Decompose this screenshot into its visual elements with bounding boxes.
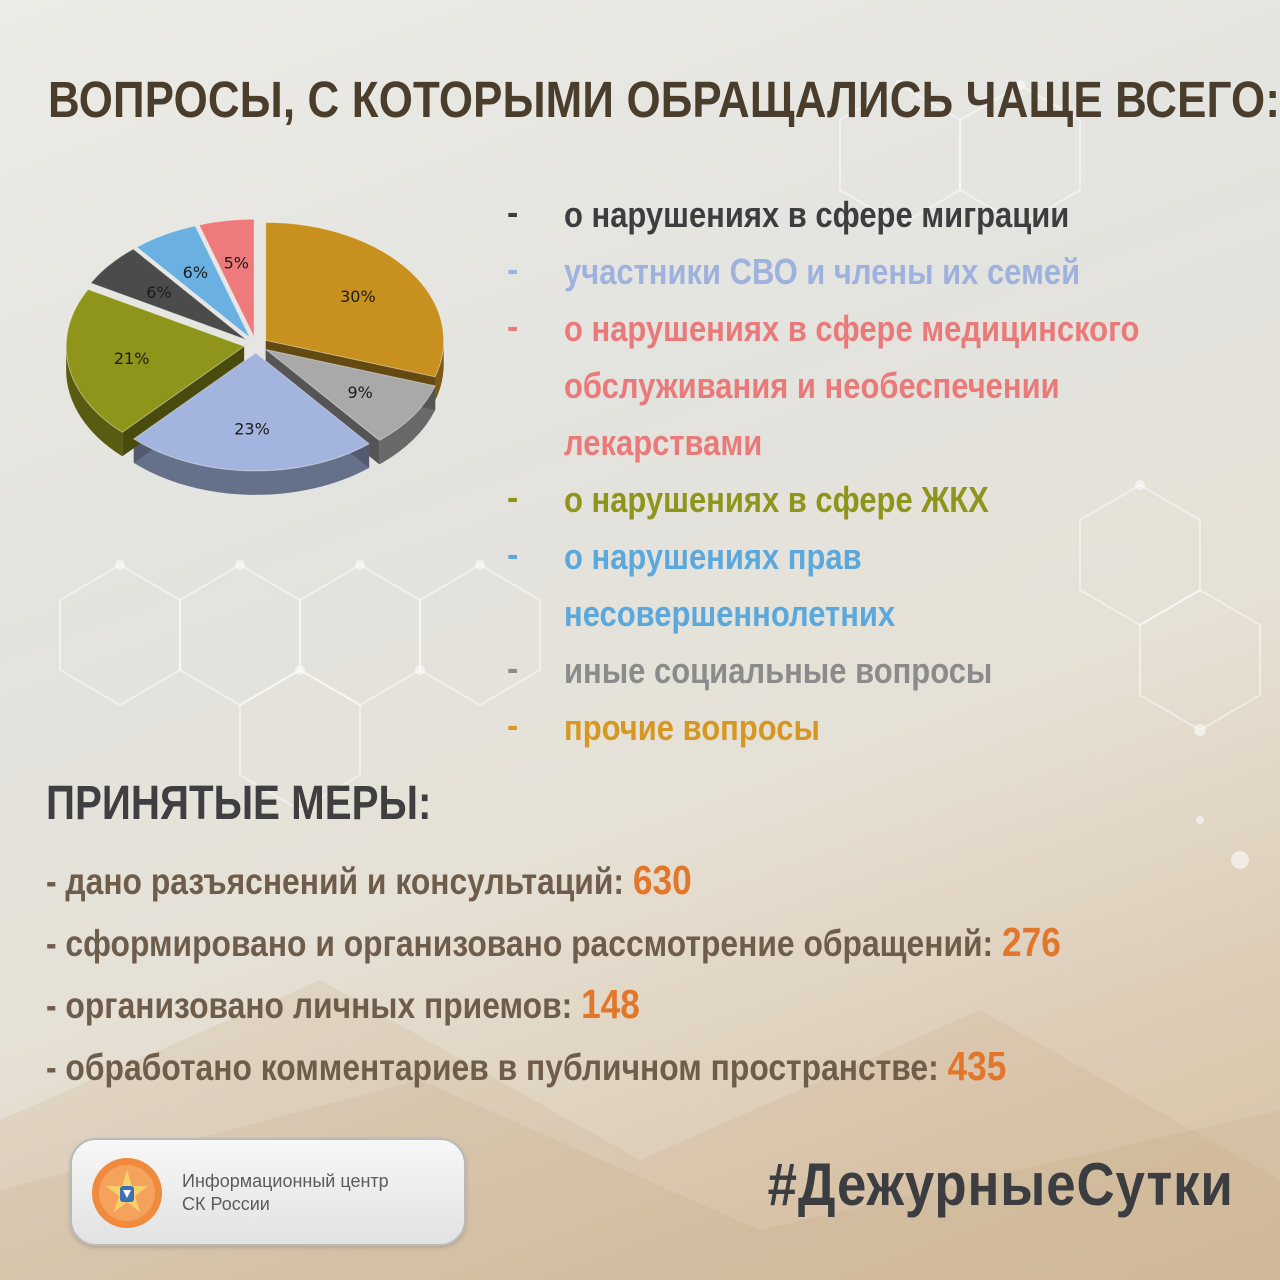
pie-slice — [135, 225, 251, 339]
measure-value: 148 — [581, 981, 640, 1027]
legend-dash: - — [507, 479, 519, 517]
badge-line-2: СК России — [182, 1194, 270, 1214]
legend-dash: - — [507, 707, 519, 745]
pie-slice — [89, 248, 248, 341]
pie-slice-label: 5% — [224, 254, 249, 273]
measure-item: - сформировано и организовано рассмотрен… — [46, 912, 1061, 974]
pie-slice — [65, 288, 246, 433]
pie-slice-side — [133, 438, 370, 495]
pie-slice-side — [434, 340, 444, 401]
pie-slice-label: 30% — [340, 287, 376, 306]
measure-label: - сформировано и организовано рассмотрен… — [46, 923, 1003, 964]
measures-list: - дано разъяснений и консультаций: 630- … — [46, 850, 1226, 1098]
pie-slice-label: 6% — [183, 263, 208, 282]
legend-item: - прочие вопросы — [505, 699, 1265, 756]
legend-label: о нарушениях в сфере миграции — [564, 194, 1070, 235]
pie-slice-side — [379, 385, 436, 465]
legend-dash: - — [507, 308, 519, 346]
legend-label: прочие вопросы — [564, 707, 820, 748]
pie-chart: 30% 9% 23% 21% 6% 6% 5% — [65, 218, 445, 495]
legend-label: о нарушениях прав — [564, 536, 862, 577]
measure-value: 435 — [947, 1043, 1007, 1089]
measure-value: 630 — [632, 857, 692, 903]
legend-label: лекарствами — [564, 422, 763, 463]
pie-slice-side — [66, 346, 123, 457]
legend-item: - о нарушениях в сфере ЖКХ — [505, 471, 1265, 528]
legend-item: лекарствами — [505, 414, 1265, 471]
legend-dash: - — [507, 536, 519, 574]
legend-label: участники СВО и члены их семей — [564, 251, 1081, 292]
legend-label: иные социальные вопросы — [564, 650, 993, 691]
pie-slice-label: 23% — [234, 419, 270, 438]
measure-label: - дано разъяснений и консультаций: — [46, 861, 633, 902]
pie-slice-label: 6% — [146, 283, 171, 302]
page-title: ВОПРОСЫ, С КОТОРЫМИ ОБРАЩАЛИСЬ ЧАЩЕ ВСЕГ… — [48, 71, 1280, 128]
measure-item: - организовано личных приемов: 148 — [46, 974, 1061, 1036]
emblem-icon — [92, 1158, 162, 1228]
pie-slice — [265, 348, 436, 441]
info-center-badge: Информационный центр СК России — [70, 1138, 466, 1246]
pie-slice — [132, 352, 370, 472]
hashtag: #ДежурныеСутки — [767, 1151, 1234, 1218]
measure-item: - дано разъяснений и консультаций: 630 — [46, 850, 1061, 912]
pie-slice — [198, 218, 255, 338]
pie-slice-label: 9% — [347, 383, 372, 402]
legend-dash: - — [507, 650, 519, 688]
pie-slice-label: 21% — [114, 349, 150, 368]
legend-item: несовершеннолетних — [505, 585, 1265, 642]
legend-dash: - — [507, 251, 519, 289]
measure-item: - обработано комментариев в публичном пр… — [46, 1036, 1061, 1098]
legend-dash: - — [507, 194, 519, 232]
legend-item: - о нарушениях прав — [505, 528, 1265, 585]
legend-item: - о нарушениях в сфере миграции — [505, 186, 1265, 243]
legend-label: несовершеннолетних — [564, 593, 896, 634]
legend-item: - участники СВО и члены их семей — [505, 243, 1265, 300]
measures-title: ПРИНЯТЫЕ МЕРЫ: — [46, 777, 432, 830]
legend-item: обслуживания и необеспечении — [505, 357, 1265, 414]
badge-line-1: Информационный центр — [182, 1171, 389, 1191]
legend-item: - о нарушениях в сфере медицинского — [505, 300, 1265, 357]
measure-label: - обработано комментариев в публичном пр… — [46, 1047, 948, 1088]
legend-label: о нарушениях в сфере ЖКХ — [564, 479, 989, 520]
legend-label: о нарушениях в сфере медицинского — [564, 308, 1140, 349]
pie-slice — [265, 221, 445, 378]
measure-label: - организовано личных приемов: — [46, 985, 582, 1026]
measure-value: 276 — [1002, 919, 1061, 965]
legend-item: - иные социальные вопросы — [505, 642, 1265, 699]
chart-legend: - о нарушениях в сфере миграции - участники… — [505, 186, 1265, 756]
legend-label: обслуживания и необеспечении — [564, 365, 1060, 406]
